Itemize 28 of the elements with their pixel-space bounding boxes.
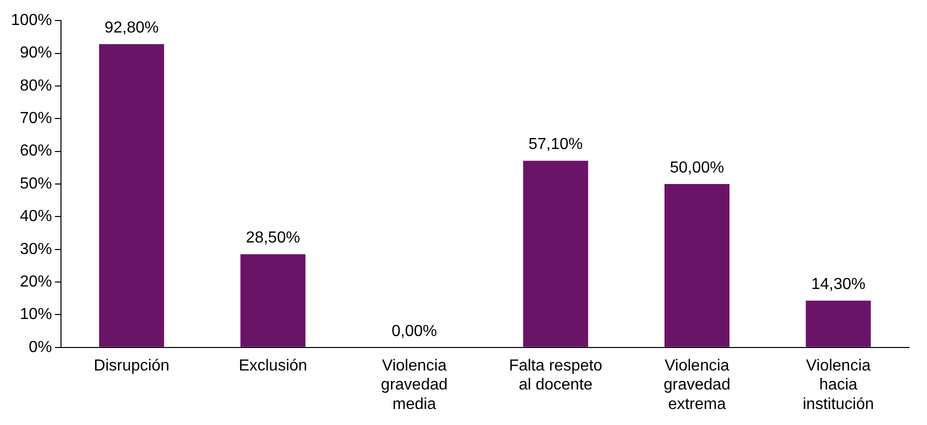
bar: [523, 160, 588, 347]
x-tick-label: Violencia gravedad extrema: [664, 357, 730, 413]
y-tick-label: 100%: [11, 12, 52, 30]
y-tick-label: 30%: [20, 240, 52, 258]
y-tick-label: 70%: [20, 110, 52, 128]
bar: [99, 44, 164, 347]
x-tick-label: Disrupción: [94, 357, 170, 374]
y-tick-label: 90%: [20, 44, 52, 62]
y-tick-label: 0%: [28, 338, 52, 356]
bar: [664, 184, 730, 347]
data-label: 0,00%: [392, 322, 437, 340]
data-label: 14,30%: [811, 276, 866, 294]
y-tick-label: 10%: [20, 306, 52, 324]
x-tick-label: Exclusión: [238, 357, 308, 374]
x-tick-label: Violencia hacia institución: [802, 357, 874, 413]
x-tick-label: Violencia gravedad media: [380, 357, 448, 413]
y-tick-label: 50%: [20, 175, 52, 192]
data-label: 50,00%: [670, 159, 724, 176]
y-tick-label: 40%: [20, 208, 52, 226]
data-label: 28,50%: [246, 230, 300, 247]
bar: [240, 254, 306, 347]
y-tick-label: 60%: [20, 142, 52, 160]
y-tick-label: 80%: [20, 77, 52, 94]
data-label: 92,80%: [104, 20, 159, 37]
y-tick-label: 20%: [20, 273, 52, 290]
x-tick-label: Falta respeto al docente: [508, 357, 602, 394]
bar: [806, 300, 871, 347]
data-label: 57,10%: [528, 136, 583, 154]
